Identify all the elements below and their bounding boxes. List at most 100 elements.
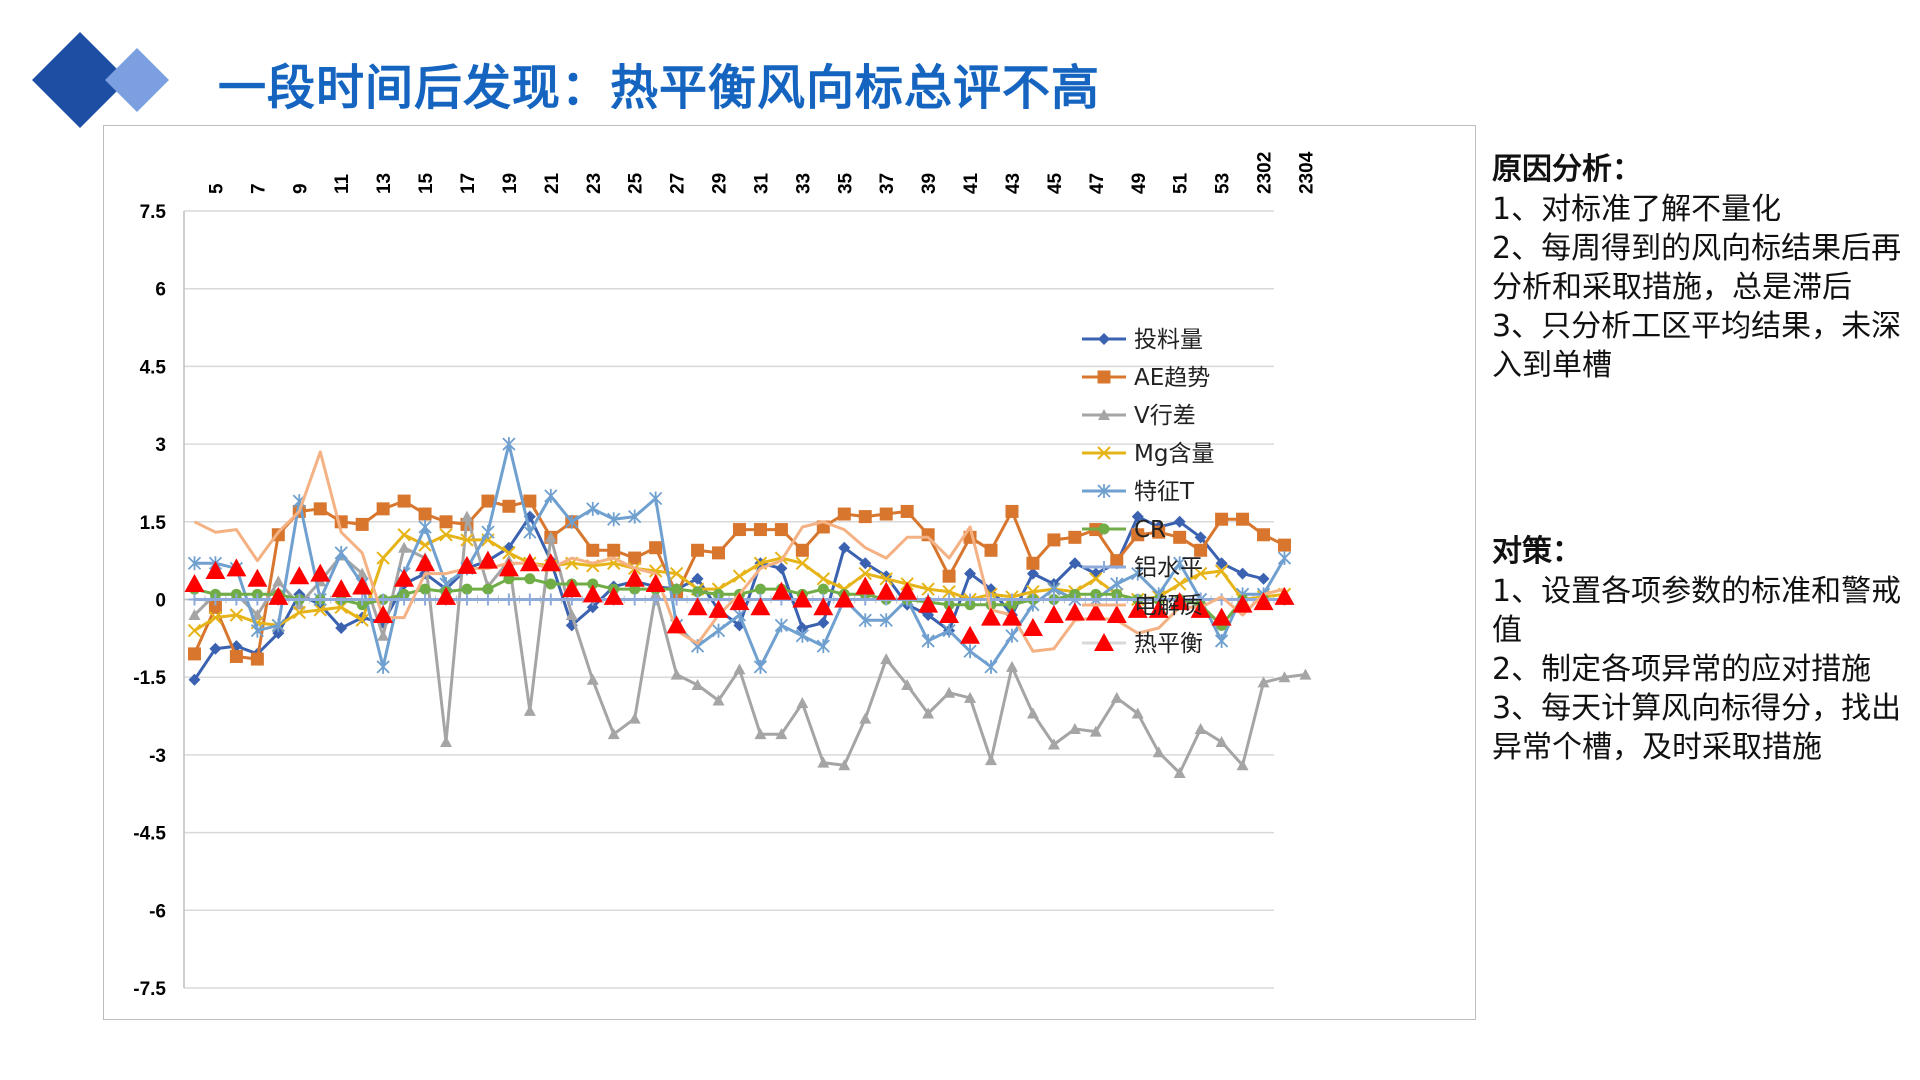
- series-热平衡-point: [603, 586, 624, 605]
- cause-analysis-panel: 原因分析： 1、对标准了解不量化 2、每周得到的风向标结果后再分析和采取措施，总…: [1492, 150, 1902, 385]
- series-V行差-point: [859, 712, 872, 724]
- legend-swatch-marker: [1098, 561, 1110, 573]
- series-热平衡-point: [687, 597, 708, 616]
- series-投料量-point: [1173, 515, 1186, 528]
- series-V行差-point: [985, 754, 998, 766]
- legend-swatch-marker: [1098, 333, 1110, 345]
- series-AE趋势-point: [250, 652, 264, 666]
- series-Mg含量-point: [1089, 572, 1103, 586]
- series-热平衡-point: [960, 625, 981, 644]
- series-热平衡-point: [1106, 605, 1127, 624]
- series-热平衡-point: [939, 605, 960, 624]
- series-AE趋势-point: [774, 523, 788, 537]
- logo-diamonds-icon: [32, 32, 169, 128]
- series-V行差-point: [712, 694, 725, 706]
- x-tick-label: 13: [374, 173, 395, 194]
- x-tick-label: 2304: [1296, 151, 1317, 194]
- series-特征T-point: [1005, 628, 1019, 643]
- series-热平衡-point: [750, 597, 771, 616]
- series-AE趋势-point: [1068, 530, 1082, 544]
- series-特征T-point: [1173, 556, 1187, 571]
- series-AE趋势-point: [837, 507, 851, 521]
- series-铝水平-point: [481, 593, 494, 606]
- x-tick-label: 43: [1003, 173, 1024, 194]
- series-投料量-point: [272, 627, 285, 640]
- series-铝水平-point: [943, 593, 956, 606]
- series-热平衡-point: [834, 589, 855, 608]
- series-热平衡-point: [813, 597, 834, 616]
- series-特征T-point: [942, 623, 956, 638]
- series-AE趋势-point: [355, 517, 369, 531]
- x-tick-label: 2302: [1255, 152, 1276, 194]
- series-AE趋势-point: [586, 543, 600, 557]
- series-热平衡-point: [247, 568, 268, 587]
- series-V行差-point: [607, 728, 620, 740]
- legend-label: 投料量: [1134, 327, 1203, 353]
- series-AE趋势-point: [1257, 528, 1271, 542]
- series-热平衡-point: [184, 573, 205, 592]
- y-tick-label: -3: [149, 746, 166, 767]
- series-V行差-point: [1047, 738, 1060, 750]
- legend-label: CR: [1134, 517, 1166, 543]
- x-tick-label: 35: [835, 172, 856, 194]
- series-铝水平-point: [293, 593, 306, 606]
- series-AE趋势-point: [1152, 525, 1166, 539]
- series-特征T-point: [586, 501, 600, 516]
- series-AE趋势-point: [439, 515, 453, 529]
- series-AE趋势-point: [628, 551, 642, 565]
- series-铝水平-point: [859, 593, 872, 606]
- series-AE趋势-point: [984, 543, 998, 557]
- logo: [30, 26, 180, 136]
- series-热平衡-point: [1148, 599, 1169, 618]
- series-V行差-point: [901, 678, 914, 690]
- countermeasures-heading: 对策：: [1492, 534, 1582, 569]
- series-V行差-point: [356, 567, 369, 579]
- series-Mg含量-point: [229, 608, 244, 622]
- series-特征T-point: [795, 628, 810, 643]
- series-AE趋势-point: [1131, 528, 1145, 542]
- series-CR-point: [482, 583, 494, 595]
- series-V行差-point: [796, 697, 809, 709]
- series-AE趋势-point: [397, 494, 411, 508]
- series-V行差-point: [1278, 671, 1291, 683]
- series-热平衡-point: [331, 579, 352, 598]
- series-AE趋势-point: [1005, 504, 1019, 518]
- series-CR-point: [461, 583, 473, 595]
- series-AE趋势-point: [523, 494, 537, 508]
- series-热平衡-point: [1127, 599, 1148, 618]
- x-tick-label: 21: [542, 172, 563, 194]
- series-V行差-point: [922, 707, 935, 719]
- legend-label: 特征T: [1134, 479, 1195, 505]
- series-特征T-point: [418, 519, 432, 534]
- series-特征T-point: [187, 556, 202, 571]
- series-铝水平-point: [1047, 593, 1060, 606]
- series-热平衡-point: [1211, 607, 1232, 626]
- series-铝水平-point: [419, 593, 432, 606]
- series-投料量-point: [1026, 567, 1039, 580]
- series-V行差-point: [1110, 691, 1123, 703]
- series-热平衡-point: [666, 615, 687, 634]
- series-热平衡-point: [855, 576, 876, 595]
- series-特征T-point: [544, 488, 558, 503]
- series-投料量-point: [964, 567, 977, 580]
- series-V行差-point: [943, 686, 956, 698]
- series-AE趋势-point: [1194, 543, 1208, 557]
- series-投料量-point: [188, 673, 201, 686]
- series-Mg含量-point: [187, 623, 202, 638]
- x-tick-label: 15: [416, 172, 437, 194]
- series-Mg含量-point: [313, 603, 327, 617]
- series-CR-point: [692, 586, 704, 598]
- cause-item: 1、对标准了解不量化: [1492, 192, 1782, 227]
- series-铝水平-point: [356, 593, 369, 606]
- series-V行差-point: [523, 704, 536, 716]
- series-热平衡-point: [1064, 602, 1085, 621]
- series-特征T-point: [774, 618, 789, 633]
- series-V行差-point: [272, 575, 285, 587]
- x-tick-label: 39: [919, 173, 940, 194]
- series-V行差-point: [775, 728, 788, 740]
- series-Mg含量-point: [921, 582, 935, 596]
- legend-swatch-marker: [1094, 633, 1114, 651]
- series-V行差-point: [1194, 723, 1207, 734]
- series-AE趋势-point: [1110, 554, 1124, 568]
- series-特征T-point: [523, 525, 537, 540]
